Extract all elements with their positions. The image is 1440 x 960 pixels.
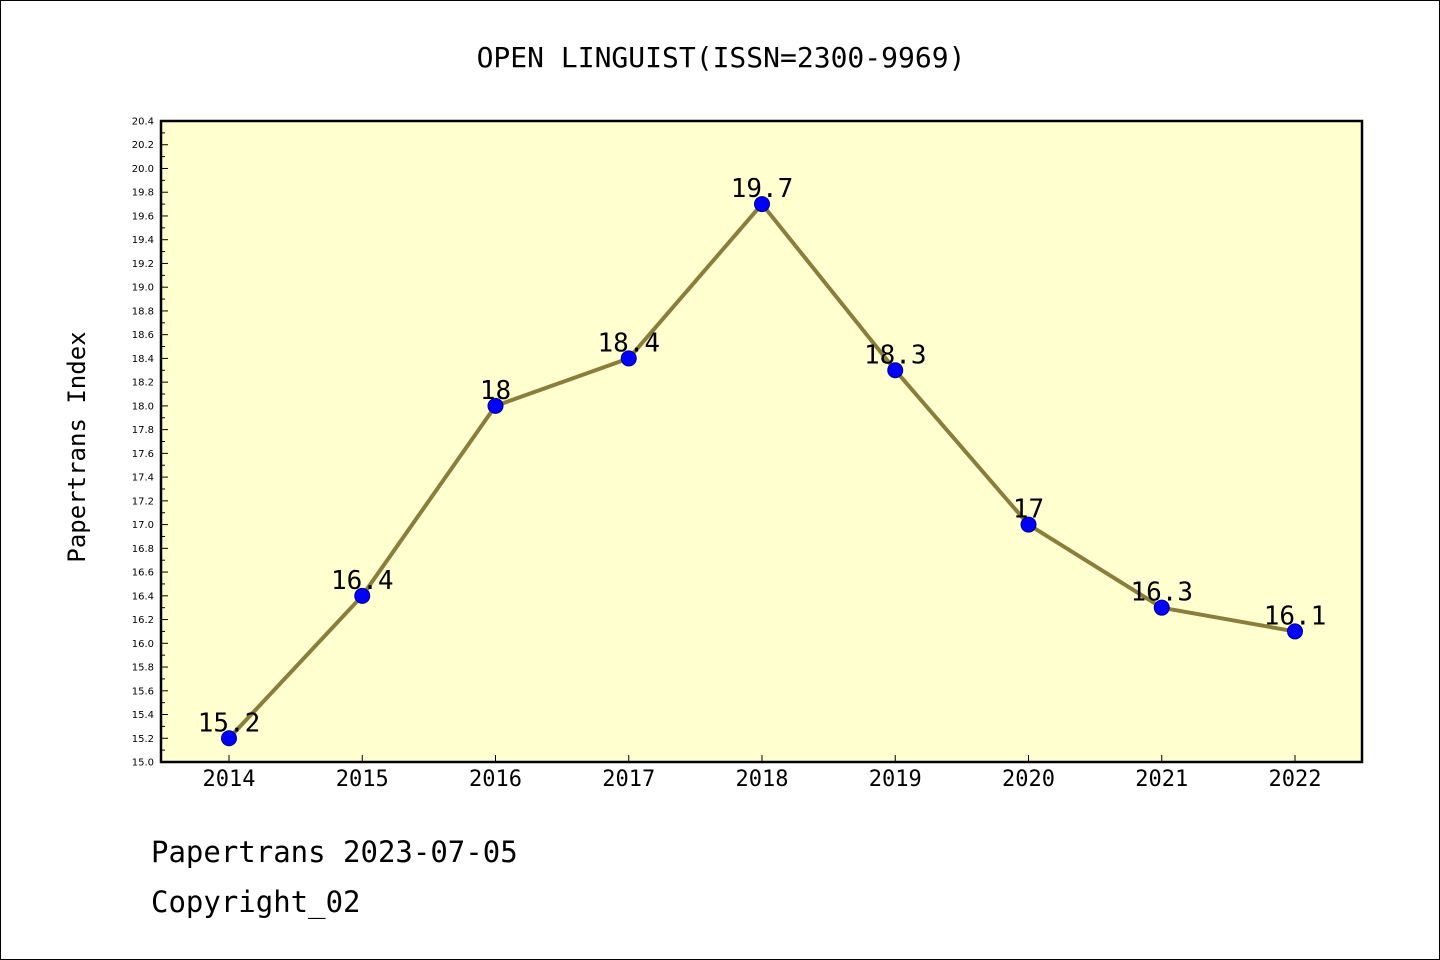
data-label: 15.2 <box>198 708 261 738</box>
y-tick-label: 15.4 <box>132 710 154 721</box>
x-tick-label: 2018 <box>736 767 789 792</box>
y-tick-label: 16.6 <box>132 568 154 579</box>
y-tick-label: 19.8 <box>132 188 154 199</box>
data-label: 16.1 <box>1264 601 1327 631</box>
data-label: 18.4 <box>597 328 660 358</box>
series-layer: 15.2 16.4 18 18.4 19.7 18.3 17 16.3 16.1 <box>198 174 1327 747</box>
y-tick-label: 20.2 <box>132 140 154 151</box>
x-tick-label: 2022 <box>1269 767 1322 792</box>
y-tick-label: 17.0 <box>132 520 154 531</box>
y-tick-label: 19.4 <box>132 235 154 246</box>
data-label: 18.3 <box>864 340 927 370</box>
data-point <box>754 196 770 213</box>
copyright-text: Copyright_02 <box>151 885 361 919</box>
data-label: 16.4 <box>331 566 394 596</box>
data-point <box>1020 516 1037 533</box>
data-point <box>487 397 504 414</box>
x-tick-label: 2016 <box>469 767 522 792</box>
x-tick-label: 2019 <box>869 767 922 792</box>
y-tick-label: 17.4 <box>132 473 154 484</box>
data-point <box>1153 599 1170 616</box>
y-axis-ticks: 15.0 15.2 15.4 15.6 15.8 16.0 16.2 16.4 16.6 16.8… <box>132 117 168 769</box>
x-tick-label: 2021 <box>1135 767 1188 792</box>
y-tick-label: 15.6 <box>132 686 154 697</box>
data-label: 18 <box>480 376 511 406</box>
data-point <box>620 350 637 367</box>
y-tick-label: 18.4 <box>132 354 154 365</box>
data-point <box>1287 623 1303 640</box>
data-point <box>887 362 904 379</box>
y-tick-label: 20.0 <box>132 164 154 175</box>
y-tick-label: 17.8 <box>132 425 154 436</box>
y-tick-label: 18.6 <box>132 330 154 341</box>
x-tick-label: 2014 <box>203 767 256 792</box>
y-tick-label: 18.8 <box>132 306 154 317</box>
y-tick-label: 16.0 <box>132 639 154 650</box>
x-tick-label: 2015 <box>336 767 389 792</box>
y-tick-label: 15.0 <box>132 758 154 769</box>
data-label: 19.7 <box>731 174 794 204</box>
y-tick-label: 19.6 <box>132 211 154 222</box>
data-point <box>221 730 237 747</box>
y-tick-label: 20.4 <box>132 117 154 128</box>
y-tick-label: 15.8 <box>132 663 154 674</box>
data-label: 17 <box>1013 495 1044 525</box>
source-date-text: Papertrans 2023-07-05 <box>151 835 518 869</box>
x-tick-label: 2020 <box>1002 767 1055 792</box>
y-tick-label: 17.6 <box>132 449 154 460</box>
data-point <box>354 587 371 604</box>
y-tick-label: 16.2 <box>132 615 154 626</box>
y-tick-label: 15.2 <box>132 734 154 745</box>
data-label: 16.3 <box>1130 578 1193 608</box>
x-axis-ticks: 2014 2015 2016 2017 2018 2019 2020 2021 2022 <box>203 755 1322 792</box>
y-tick-label: 16.8 <box>132 544 154 555</box>
y-tick-label: 18.2 <box>132 378 154 389</box>
y-tick-label: 18.0 <box>132 401 154 412</box>
y-tick-label: 16.4 <box>132 591 154 602</box>
plot-area <box>159 119 1364 764</box>
chart-title: OPEN LINGUIST(ISSN=2300-9969) <box>477 41 966 74</box>
x-tick-label: 2017 <box>602 767 655 792</box>
y-tick-label: 17.2 <box>132 496 154 507</box>
y-tick-label: 19.2 <box>132 259 154 270</box>
y-axis-label: Papertrans Index <box>63 331 91 562</box>
y-tick-label: 19.0 <box>132 283 154 294</box>
